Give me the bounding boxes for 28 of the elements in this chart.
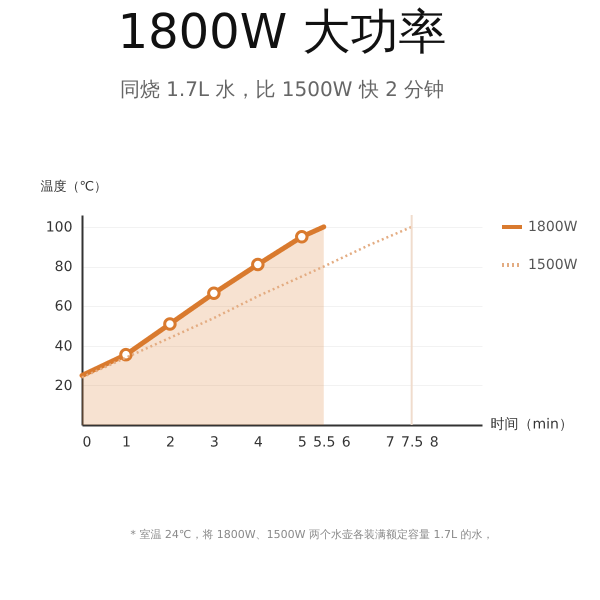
text: * 室温 24℃，将 1800W、1500W 两个水壶各装满额定容量 1.7L 的水，	[130, 528, 494, 541]
x-tick-label: 2	[166, 434, 175, 450]
x-tick-label: 3	[210, 434, 219, 450]
x-tick-label: 0	[82, 434, 92, 450]
x-tick-label: 7	[386, 434, 395, 450]
x-tick-label: 5	[298, 434, 307, 450]
x-axis-title: 时间（min）	[490, 416, 573, 432]
y-tick-label: 60	[54, 298, 72, 315]
point	[207, 286, 221, 300]
y-tick-label: 80	[54, 259, 72, 276]
x-tick-label: 7.5	[401, 434, 424, 450]
line-series	[80, 226, 413, 379]
y-tick-label: 100	[46, 219, 72, 236]
chart-subtitle: 同烧 1.7L 水，比 1500W 快 2 分钟	[120, 77, 444, 101]
x-tick-label: 5.5	[313, 434, 336, 450]
x-tick-label: 4	[254, 434, 263, 450]
legend-label: 1800W	[528, 219, 578, 235]
point	[163, 317, 177, 331]
x-tick-label: 6	[342, 434, 351, 450]
point	[251, 258, 265, 272]
y-tick-label: 40	[54, 338, 72, 354]
chart-title: 1800W 大功率	[118, 4, 446, 60]
legend-label: 1500W	[528, 257, 578, 273]
point	[295, 230, 309, 244]
y-tick-label: 20	[54, 378, 72, 394]
x-tick-label: 1	[122, 434, 131, 450]
x-tick-label: 8	[430, 434, 439, 450]
y-axis-title: 温度（℃）	[40, 178, 108, 194]
